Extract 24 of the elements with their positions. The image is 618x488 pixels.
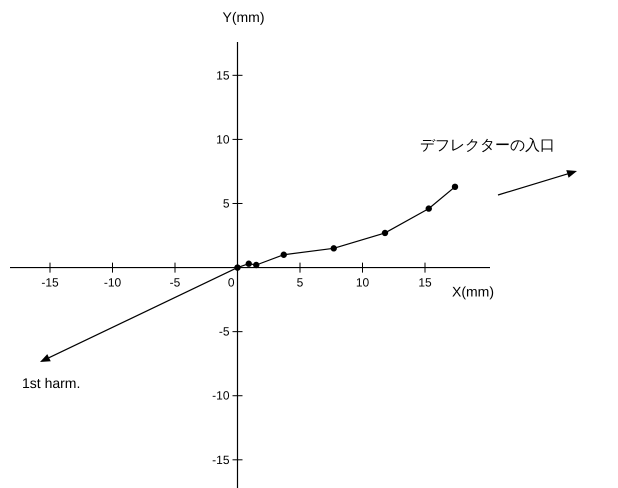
y-tick-label: -5 xyxy=(218,324,230,339)
x-tick-label: 0 xyxy=(228,276,235,290)
annotation: 1st harm. xyxy=(22,375,80,391)
y-axis-title: Y(mm) xyxy=(222,9,264,25)
y-tick-label: 5 xyxy=(222,196,230,210)
point xyxy=(253,262,260,268)
y-tick-label: -15 xyxy=(212,452,230,467)
x-tick-label: -5 xyxy=(170,276,181,290)
point xyxy=(246,260,252,267)
x-tick-label: -10 xyxy=(104,276,122,290)
x-tick-label: 15 xyxy=(418,276,432,290)
x-tick-label: 5 xyxy=(296,276,304,290)
y-tick-label: 15 xyxy=(216,68,230,82)
y-tick-label: 10 xyxy=(216,132,230,146)
y-tick-label: -10 xyxy=(212,388,230,403)
point xyxy=(426,205,432,212)
x-tick-label: 10 xyxy=(356,276,370,290)
x-axis-title: X(mm) xyxy=(452,284,494,300)
point xyxy=(382,230,388,236)
point xyxy=(330,245,337,252)
x-tick-label: -15 xyxy=(41,276,59,290)
annotation: デフレクターの入口 xyxy=(420,137,555,154)
point xyxy=(452,184,458,190)
point xyxy=(280,252,287,258)
